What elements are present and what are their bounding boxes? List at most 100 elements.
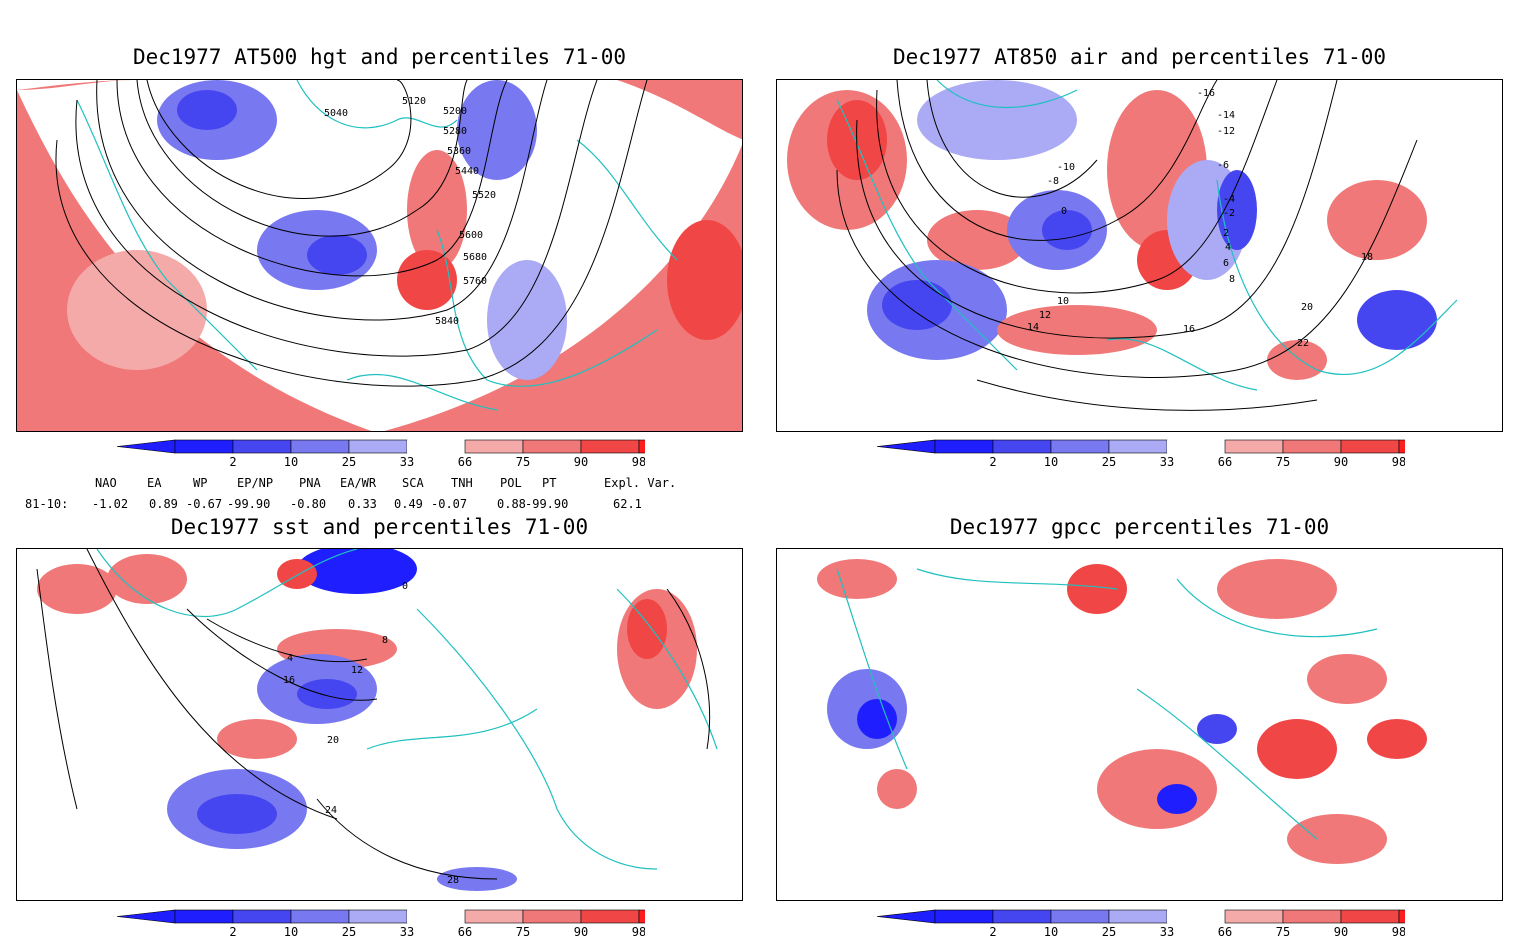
height-contours xyxy=(55,80,648,387)
index-value-eawr: 0.33 xyxy=(348,497,377,511)
map-panel-air: -16 -14 -12 -10 -8 -6 -4 -2 0 2 4 6 8 10… xyxy=(776,79,1503,432)
colorbar-segment xyxy=(934,439,994,454)
colorbar-label: 25 xyxy=(342,925,356,938)
percentile-shading-sst xyxy=(37,549,697,891)
colorbar-segment xyxy=(1167,440,1225,453)
colorbar-segment xyxy=(1108,909,1168,924)
colorbar-segment xyxy=(992,439,1052,454)
colorbar-label: 10 xyxy=(284,925,298,938)
colorbar-hgt: 2 10 25 33 66 75 90 98 xyxy=(115,438,754,469)
colorbar-segment xyxy=(1398,909,1458,924)
contour-label: -14 xyxy=(1217,110,1235,121)
colorbar-label: 90 xyxy=(1334,925,1348,938)
map-gpcc xyxy=(817,559,1427,864)
colorbar-label: 90 xyxy=(574,455,588,468)
contour-label: -10 xyxy=(1057,162,1075,173)
colorbar-segment xyxy=(1282,909,1342,924)
contour-label: 14 xyxy=(1027,322,1039,333)
colorbar-label: 98 xyxy=(1392,455,1405,468)
temperature-contours xyxy=(836,80,1418,411)
colorbar-sst: 2 10 25 33 66 75 90 98 xyxy=(115,908,754,939)
index-header-sca: SCA xyxy=(402,476,424,490)
contour-label: 2 xyxy=(1223,228,1229,239)
index-header-wp: WP xyxy=(193,476,208,490)
colorbar-segment xyxy=(580,909,640,924)
contour-label: 16 xyxy=(1183,324,1195,335)
colorbar-svg: 2 10 25 33 66 75 90 98 xyxy=(876,439,1514,469)
colorbar-label: 33 xyxy=(1160,455,1174,468)
colorbar-arrow-left xyxy=(116,439,176,454)
colorbar-segment xyxy=(232,909,292,924)
colorbar-segment xyxy=(290,909,350,924)
index-header-tnh: TNH xyxy=(451,476,473,490)
map-hgt: 5040 5120 5200 5280 5360 5440 5520 5600 … xyxy=(17,80,742,431)
contour-label: 6 xyxy=(1223,258,1229,269)
contour-label: 20 xyxy=(1301,302,1313,313)
map-sst: 0 4 8 12 16 20 24 28 xyxy=(36,549,718,891)
contour-label: 4 xyxy=(287,653,293,664)
index-value-epnp: -99.90 xyxy=(227,497,271,511)
index-header-epnp: EP/NP xyxy=(237,476,274,490)
colorbar-segment xyxy=(1224,439,1284,454)
colorbar-label: 2 xyxy=(229,925,236,938)
colorbar-segment xyxy=(348,439,408,454)
colorbar-label: 33 xyxy=(400,455,414,468)
colorbar-label: 2 xyxy=(229,455,236,468)
contour-label: 5440 xyxy=(455,166,479,177)
index-value-nao: -1.02 xyxy=(92,497,129,511)
colorbar-label: 2 xyxy=(989,925,996,938)
contour-label: 8 xyxy=(382,635,388,646)
colorbar-label: 75 xyxy=(1276,925,1290,938)
colorbar-segment xyxy=(464,909,524,924)
percentile-shading-air xyxy=(787,80,1437,380)
index-value-pt: -99.90 xyxy=(525,497,569,511)
colorbar-label: 75 xyxy=(516,455,530,468)
contour-label: 0 xyxy=(1061,206,1067,217)
index-header-ea: EA xyxy=(147,476,162,490)
colorbar-segment xyxy=(1282,439,1342,454)
panel-title-sst: Dec1977 sst and percentiles 71-00 xyxy=(170,515,589,539)
contour-label: -8 xyxy=(1047,176,1059,187)
hgt-contour-labels: 5040 5120 5200 5280 5360 5440 5520 5600 … xyxy=(324,96,496,327)
index-value-explvar: 62.1 xyxy=(613,497,642,511)
index-value-ea: 0.89 xyxy=(149,497,178,511)
percentile-shading-hgt xyxy=(17,80,742,431)
index-header-nao: NAO xyxy=(95,476,117,490)
map-panel-hgt: 5040 5120 5200 5280 5360 5440 5520 5600 … xyxy=(16,79,743,432)
colorbar-label: 75 xyxy=(516,925,530,938)
index-value-tnh: -0.07 xyxy=(431,497,468,511)
index-value-sca: 0.49 xyxy=(394,497,423,511)
contour-label: 5280 xyxy=(443,126,467,137)
colorbar-segment xyxy=(1340,909,1400,924)
contour-label: 5120 xyxy=(402,96,426,107)
colorbar-segment xyxy=(934,909,994,924)
colorbar-label: 25 xyxy=(1102,925,1116,938)
index-header-pt: PT xyxy=(542,476,557,490)
contour-label: -4 xyxy=(1223,194,1235,205)
contour-label: 10 xyxy=(1057,296,1069,307)
contour-label: -2 xyxy=(1223,208,1235,219)
contour-label: 8 xyxy=(1229,274,1235,285)
colorbar-label: 90 xyxy=(1334,455,1348,468)
colorbar-label: 2 xyxy=(989,455,996,468)
contour-label: 28 xyxy=(447,875,459,886)
index-value-pna: -0.80 xyxy=(290,497,327,511)
colorbar-gpcc: 2 10 25 33 66 75 90 98 xyxy=(875,908,1514,939)
colorbar-svg: 2 10 25 33 66 75 90 98 xyxy=(876,909,1514,939)
contour-label: 5760 xyxy=(463,276,487,287)
index-value-pol: 0.88 xyxy=(497,497,526,511)
colorbar-label: 98 xyxy=(632,925,645,938)
colorbar-label: 25 xyxy=(1102,455,1116,468)
map-panel-gpcc xyxy=(776,548,1503,901)
contour-label: 16 xyxy=(283,675,295,686)
colorbar-segment xyxy=(348,909,408,924)
colorbar-label: 90 xyxy=(574,925,588,938)
contour-label: 5840 xyxy=(435,316,459,327)
contour-label: 5200 xyxy=(443,106,467,117)
colorbar-segment xyxy=(174,909,234,924)
map-air: -16 -14 -12 -10 -8 -6 -4 -2 0 2 4 6 8 10… xyxy=(787,80,1458,411)
colorbar-label: 33 xyxy=(1160,925,1174,938)
contour-label: 0 xyxy=(402,581,408,592)
colorbar-segment xyxy=(407,440,465,453)
index-header-pna: PNA xyxy=(299,476,321,490)
